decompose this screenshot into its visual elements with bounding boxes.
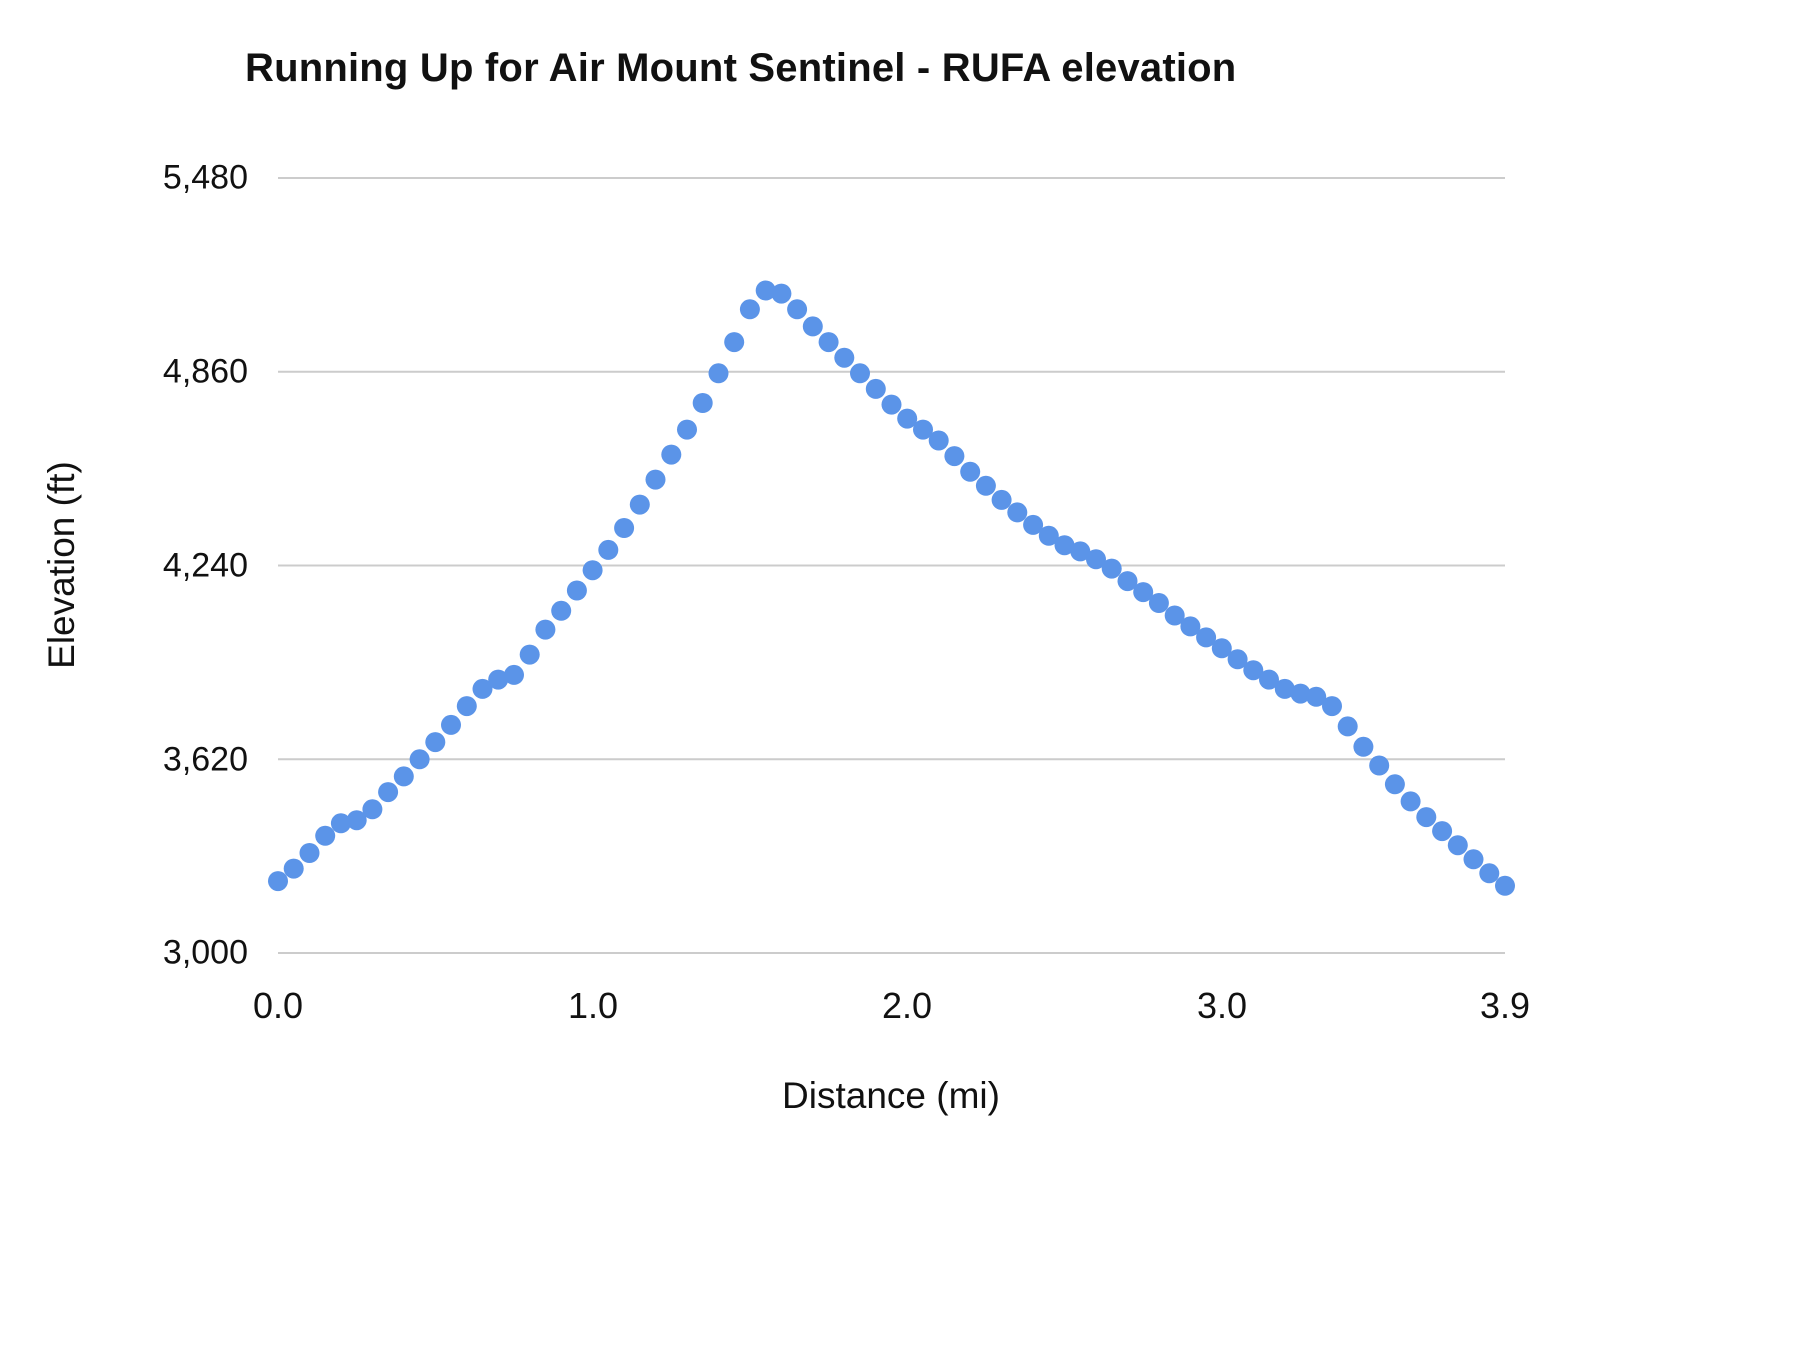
x-tick-label-3: 3.0 bbox=[1196, 985, 1248, 1026]
x-tick-label-1: 1.0 bbox=[567, 985, 619, 1026]
elevation-series bbox=[268, 280, 1515, 896]
y-tick-label-3620: 3,620 bbox=[162, 740, 248, 779]
x-tick-label-2: 2.0 bbox=[881, 985, 933, 1026]
x-tick-label-0: 0.0 bbox=[252, 985, 304, 1026]
x-axis-title: Distance (mi) bbox=[782, 1075, 1000, 1116]
x-tick-label-3-9: 3.9 bbox=[1479, 985, 1531, 1026]
gridlines bbox=[278, 177, 1505, 954]
y-tick-label-4240: 4,240 bbox=[162, 546, 248, 585]
y-tick-label-4860: 4,860 bbox=[162, 352, 248, 391]
y-tick-label-3000: 3,000 bbox=[162, 933, 248, 972]
chart-title: Running Up for Air Mount Sentinel - RUFA… bbox=[245, 46, 1237, 90]
y-axis-title: Elevation (ft) bbox=[41, 461, 82, 669]
y-tick-label-5480: 5,480 bbox=[162, 158, 248, 197]
